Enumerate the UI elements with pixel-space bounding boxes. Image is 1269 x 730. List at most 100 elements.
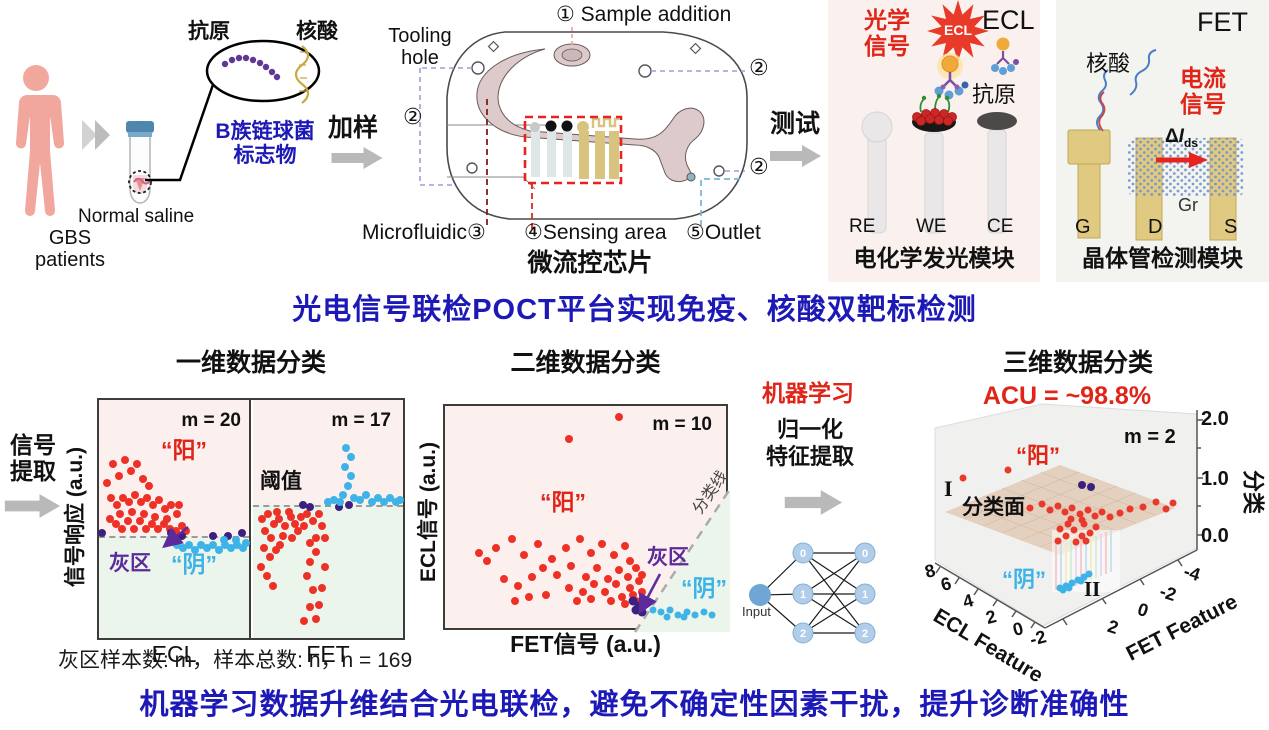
data-point bbox=[242, 538, 250, 547]
data-point bbox=[107, 493, 115, 502]
data-point bbox=[261, 526, 269, 535]
data-point bbox=[575, 535, 584, 544]
chart3-plane-label: 分类面 bbox=[962, 496, 1025, 519]
data-point bbox=[309, 586, 317, 595]
data-point bbox=[306, 503, 314, 512]
data-point bbox=[318, 584, 326, 593]
data-point bbox=[144, 481, 153, 490]
data-point bbox=[273, 507, 281, 516]
data-point bbox=[185, 541, 193, 550]
data-point bbox=[315, 600, 323, 609]
data-point bbox=[221, 541, 229, 550]
fet-title: FET bbox=[1197, 7, 1248, 37]
data-point bbox=[135, 517, 144, 526]
data-point bbox=[1026, 504, 1034, 512]
data-point bbox=[286, 512, 295, 521]
chart2-xlabel: FET信号 (a.u.) bbox=[510, 631, 661, 657]
chart2-ylabel: ECL信号 (a.u.) bbox=[417, 442, 441, 582]
data-point bbox=[321, 534, 329, 543]
data-point bbox=[1077, 577, 1085, 585]
data-point bbox=[123, 517, 132, 526]
data-point bbox=[601, 588, 610, 597]
data-point bbox=[303, 572, 311, 581]
gate-electrode bbox=[1067, 129, 1111, 239]
chart3-neg-label: “阴” bbox=[1002, 567, 1047, 592]
ecl-burst-icon bbox=[927, 0, 989, 62]
data-point bbox=[561, 544, 570, 553]
data-point bbox=[1064, 520, 1072, 528]
data-point bbox=[140, 510, 148, 519]
data-point bbox=[666, 606, 674, 614]
data-point bbox=[1126, 505, 1134, 513]
data-point bbox=[1139, 503, 1147, 511]
data-point bbox=[291, 519, 299, 528]
data-point bbox=[598, 539, 607, 548]
data-point bbox=[138, 474, 147, 483]
data-point bbox=[306, 538, 314, 547]
data-point bbox=[120, 455, 129, 464]
data-point bbox=[1059, 586, 1067, 594]
data-point bbox=[629, 590, 638, 599]
svg-text:0: 0 bbox=[800, 548, 806, 560]
data-point bbox=[265, 553, 274, 562]
data-point bbox=[159, 519, 168, 528]
data-point bbox=[626, 557, 635, 566]
data-point bbox=[111, 519, 120, 528]
chart3-ztick-2: 2.0 bbox=[1201, 408, 1229, 430]
antigen-label: 抗原 bbox=[188, 20, 230, 43]
data-point bbox=[349, 493, 358, 502]
data-point bbox=[649, 606, 657, 614]
data-point bbox=[1054, 537, 1062, 545]
data-point bbox=[336, 498, 344, 507]
negative-pit bbox=[1052, 530, 1120, 592]
data-point bbox=[514, 581, 523, 590]
data-point bbox=[553, 570, 562, 579]
data-point bbox=[161, 505, 169, 514]
chart3-points-layer bbox=[930, 390, 1269, 660]
data-point bbox=[1076, 510, 1084, 518]
ml-step2: 特征提取 bbox=[765, 444, 854, 469]
data-point bbox=[626, 584, 635, 593]
data-point bbox=[306, 603, 314, 612]
we-electrode bbox=[912, 93, 957, 234]
data-point bbox=[259, 543, 268, 552]
data-point bbox=[680, 613, 688, 621]
data-point bbox=[623, 572, 632, 581]
data-point bbox=[116, 510, 124, 519]
dna-strand-icon bbox=[1096, 49, 1157, 132]
sample-count-note: 灰区样本数: m，样本总数: n，n = 169 bbox=[58, 649, 413, 672]
data-point bbox=[1004, 466, 1012, 474]
current-signal-label: 电流 信号 bbox=[1180, 65, 1226, 117]
chip-sensing-label: ④Sensing area bbox=[524, 221, 667, 244]
data-point bbox=[98, 529, 106, 538]
antibody-icon bbox=[934, 72, 969, 100]
data-point bbox=[312, 548, 320, 557]
data-point bbox=[525, 592, 534, 601]
chip-hole2-right-top: ② bbox=[749, 55, 769, 80]
data-point bbox=[483, 557, 492, 566]
data-point bbox=[511, 597, 520, 606]
data-point bbox=[276, 541, 284, 550]
data-point bbox=[174, 500, 183, 509]
data-point bbox=[239, 543, 247, 552]
data-point bbox=[258, 515, 266, 523]
data-point bbox=[547, 555, 556, 564]
chart3-ztick-1: 1.0 bbox=[1201, 468, 1229, 490]
ce-label: CE bbox=[987, 216, 1014, 237]
data-point bbox=[330, 495, 338, 504]
data-point bbox=[1046, 506, 1054, 514]
data-point bbox=[300, 617, 308, 626]
chart2-gray-label: 灰区 bbox=[647, 546, 689, 569]
data-point bbox=[346, 453, 355, 462]
data-point bbox=[256, 562, 265, 571]
data-point bbox=[108, 460, 117, 469]
chart1-xlabel-fet: FET bbox=[306, 641, 350, 667]
data-point bbox=[663, 613, 671, 621]
antigen-icon bbox=[221, 54, 281, 81]
data-point bbox=[173, 510, 181, 519]
data-point bbox=[197, 541, 205, 550]
data-point bbox=[1091, 512, 1099, 520]
chart1-m2: m = 17 bbox=[331, 410, 391, 431]
marker-label: B族链球菌 标志物 bbox=[215, 120, 315, 167]
data-point bbox=[657, 608, 665, 616]
